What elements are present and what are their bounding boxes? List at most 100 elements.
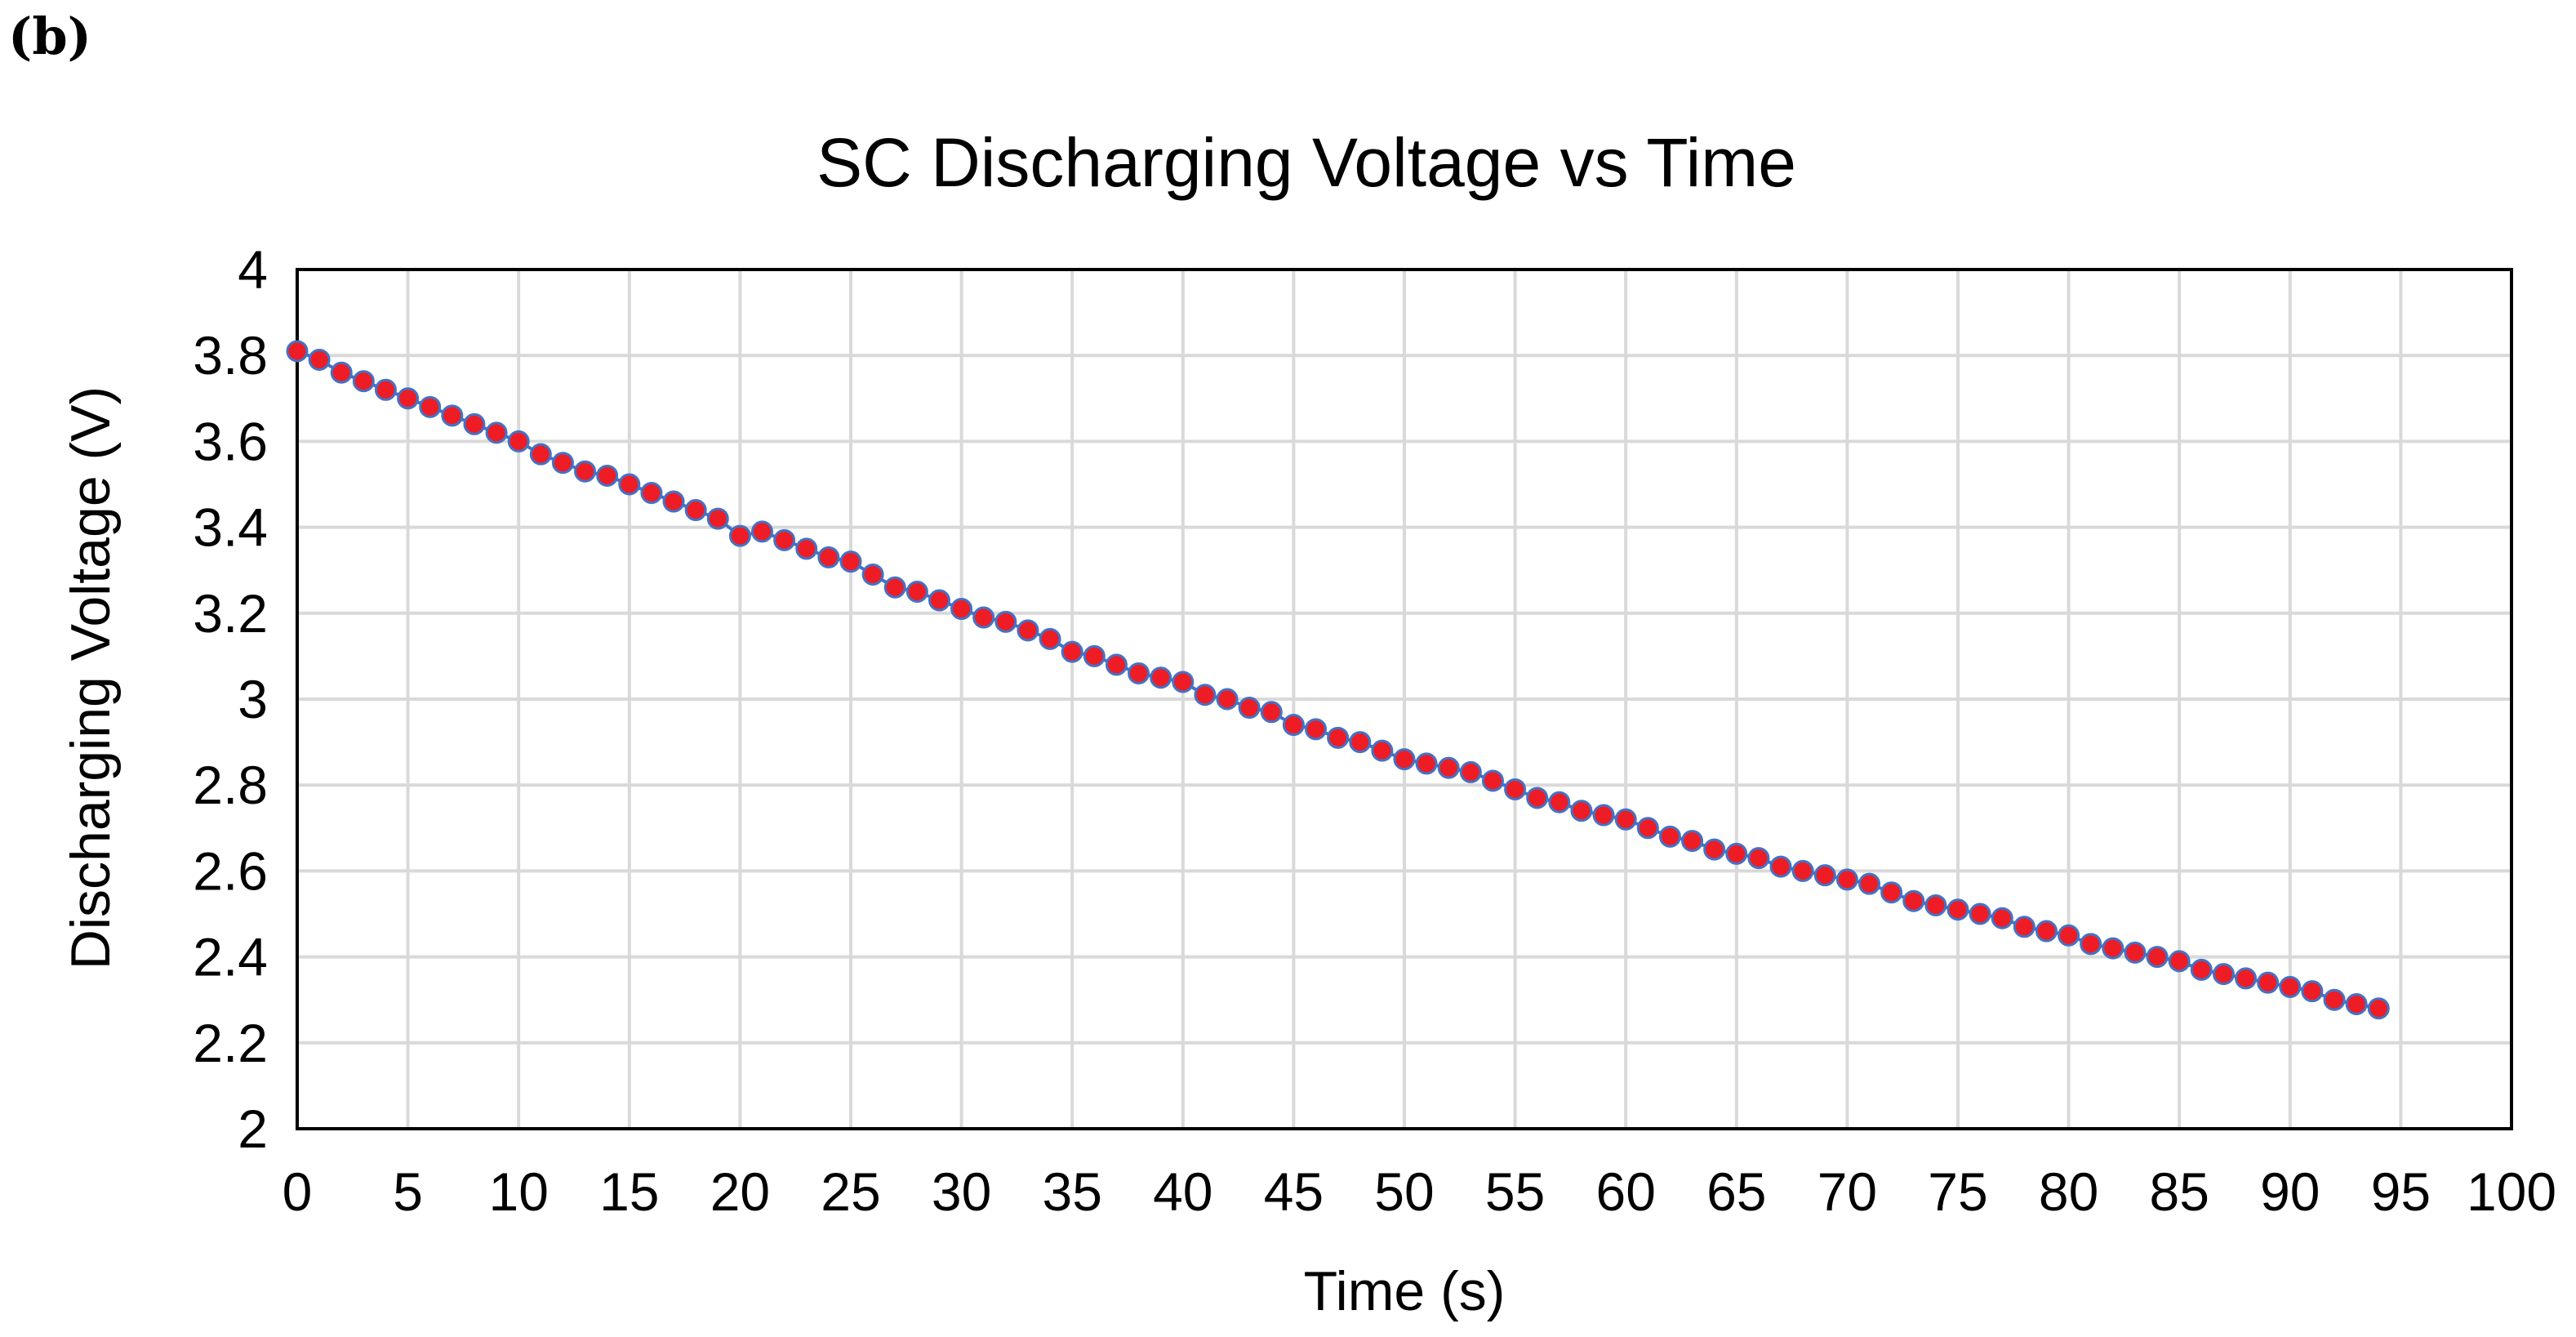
x-tick-label: 95 xyxy=(2371,1161,2431,1222)
data-point xyxy=(441,404,464,427)
plot-area-frame xyxy=(296,268,2513,1130)
data-point xyxy=(1570,800,1593,822)
x-tick-label: 25 xyxy=(821,1161,880,1222)
data-point xyxy=(1813,864,1836,887)
data-point xyxy=(1105,653,1128,676)
y-tick-label: 2.4 xyxy=(193,927,268,987)
data-point xyxy=(2102,937,2124,960)
data-point xyxy=(1769,855,1792,878)
series-line xyxy=(296,350,2379,1010)
data-point xyxy=(1260,701,1283,724)
data-point xyxy=(1150,666,1172,689)
data-point xyxy=(950,598,973,621)
x-tick-label: 70 xyxy=(1817,1161,1877,1222)
x-tick-label: 65 xyxy=(1706,1161,1766,1222)
data-point xyxy=(1858,872,1881,895)
data-point xyxy=(1061,640,1083,663)
y-tick-label: 2 xyxy=(238,1099,268,1159)
data-point xyxy=(1969,902,1991,925)
data-point xyxy=(640,482,663,505)
data-point xyxy=(1327,726,1350,749)
x-tick-label: 80 xyxy=(2039,1161,2098,1222)
data-point xyxy=(2035,920,2058,943)
y-tick-label: 2.2 xyxy=(193,1013,268,1073)
data-point xyxy=(330,361,353,384)
data-point xyxy=(928,589,950,612)
data-point xyxy=(1835,868,1858,891)
data-point xyxy=(2124,941,2147,964)
data-point xyxy=(1504,778,1527,800)
x-tick-label: 35 xyxy=(1042,1161,1101,1222)
x-tick-label: 10 xyxy=(488,1161,548,1222)
data-point xyxy=(1017,619,1039,642)
data-point xyxy=(1991,907,2013,929)
data-point xyxy=(529,443,552,466)
x-tick-label: 85 xyxy=(2149,1161,2209,1222)
data-point xyxy=(551,452,574,475)
data-point xyxy=(2257,971,2280,994)
data-point xyxy=(2013,916,2035,938)
data-point xyxy=(817,546,840,568)
grid-lines xyxy=(297,270,2511,1129)
data-point xyxy=(1614,808,1637,831)
x-tick-label: 0 xyxy=(283,1161,313,1222)
data-point xyxy=(286,340,309,363)
y-tick-label: 3.4 xyxy=(193,497,268,558)
data-point xyxy=(352,370,375,393)
data-point xyxy=(2367,997,2390,1020)
data-point xyxy=(1636,817,1659,840)
data-point xyxy=(2212,963,2235,986)
data-point xyxy=(2301,980,2324,1003)
data-point xyxy=(1747,847,1770,870)
data-point xyxy=(1305,718,1328,741)
data-point xyxy=(1415,752,1438,775)
x-tick-label: 45 xyxy=(1264,1161,1324,1222)
data-point xyxy=(397,387,420,410)
x-tick-label: 20 xyxy=(710,1161,770,1222)
y-tick-label: 2.6 xyxy=(193,840,268,901)
x-tick-label: 15 xyxy=(599,1161,659,1222)
data-point xyxy=(839,550,862,573)
data-point xyxy=(463,412,486,435)
y-tick-label: 2.8 xyxy=(193,755,268,815)
data-point xyxy=(618,473,641,496)
data-point xyxy=(574,460,597,483)
data-point xyxy=(2058,924,2080,947)
data-point xyxy=(1393,748,1416,771)
data-point xyxy=(2323,988,2346,1011)
data-point xyxy=(1459,760,1482,783)
data-point xyxy=(1282,714,1305,737)
y-tick-labels: 2 2.2 2.4 2.6 2.8 3 3.2 3.4 3.6 3.8 4 xyxy=(193,239,268,1159)
data-point xyxy=(883,576,906,599)
data-point xyxy=(662,490,685,513)
data-point xyxy=(1681,830,1704,853)
data-point xyxy=(1238,697,1261,720)
data-point xyxy=(706,507,729,530)
data-point xyxy=(1592,804,1615,827)
data-point xyxy=(1946,898,1969,921)
data-point xyxy=(1703,838,1726,861)
x-axis-label: Time (s) xyxy=(1304,1260,1506,1322)
data-point xyxy=(507,430,530,452)
data-point xyxy=(1658,825,1681,848)
data-point xyxy=(596,464,619,487)
y-axis-label: Discharging Voltage (V) xyxy=(60,386,122,969)
data-point xyxy=(2190,958,2213,981)
x-tick-label: 55 xyxy=(1485,1161,1545,1222)
data-point xyxy=(2080,933,2102,956)
data-point xyxy=(1216,688,1239,711)
data-point xyxy=(1924,894,1947,916)
data-point xyxy=(2345,992,2368,1015)
x-tick-label: 100 xyxy=(2467,1161,2556,1222)
y-tick-label: 3.8 xyxy=(193,325,268,386)
chart-title: SC Discharging Voltage vs Time xyxy=(816,124,1796,201)
x-tick-label: 50 xyxy=(1374,1161,1434,1222)
data-point xyxy=(1791,859,1814,882)
panel-label: (b) xyxy=(8,7,92,66)
x-tick-labels: 0 5 10 15 20 25 30 35 40 45 50 55 60 65 70 75 80 85 90 95 10… xyxy=(283,1161,2556,1222)
data-point xyxy=(2146,946,2169,969)
data-point xyxy=(684,499,707,522)
data-point xyxy=(972,606,995,629)
data-point xyxy=(1526,787,1549,809)
